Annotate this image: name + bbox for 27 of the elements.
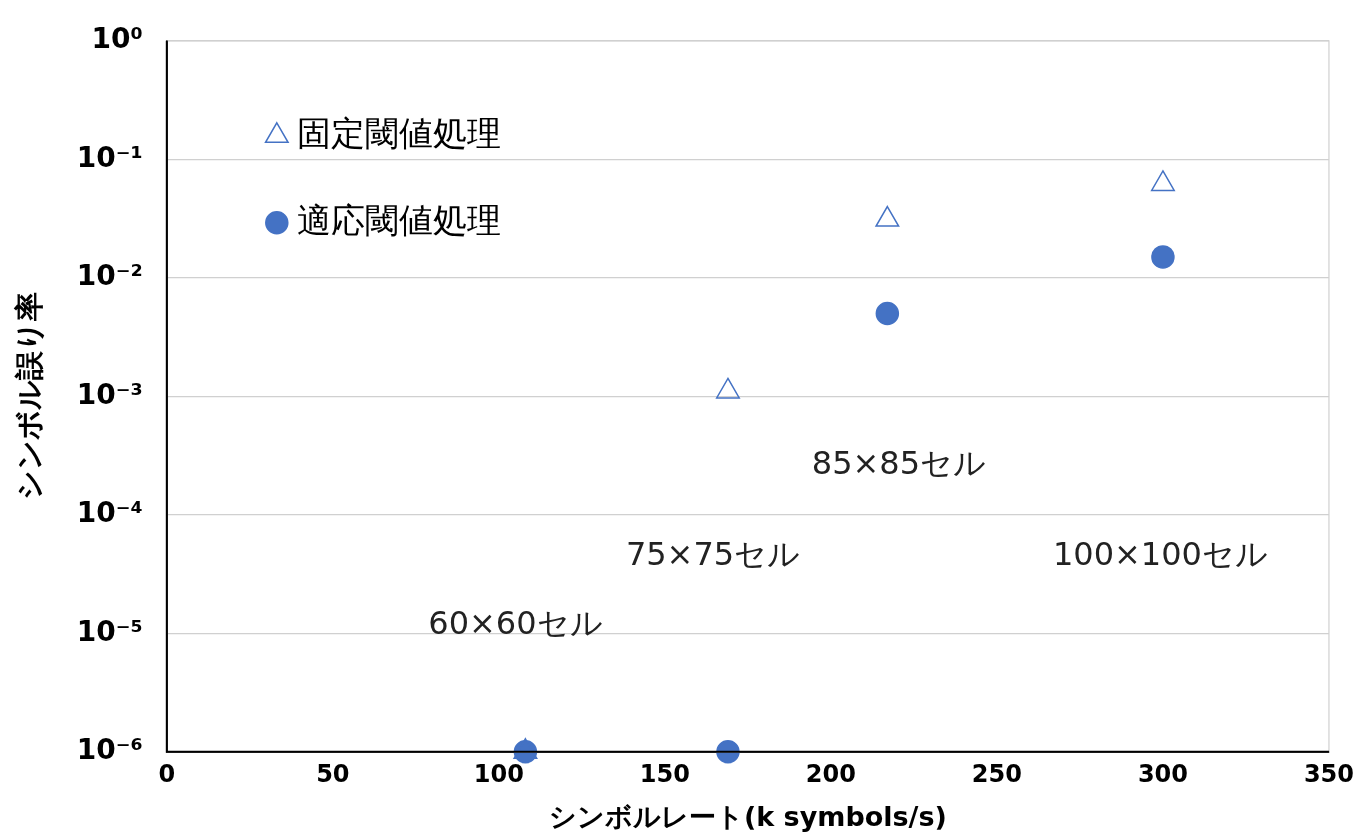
- y-tick-label: 10⁻⁶: [76, 733, 143, 767]
- x-tick-label: 250: [971, 760, 1022, 789]
- x-tick-label: 100: [473, 760, 524, 789]
- x-axis-title: シンボルレート(k symbols/s): [548, 800, 947, 832]
- x-tick-label: 50: [316, 760, 350, 789]
- x-tick-label: 350: [1303, 760, 1355, 789]
- annotation: 75×75セル: [625, 535, 801, 574]
- annotation: 100×100セル: [1052, 535, 1268, 574]
- annotation: 60×60セル: [428, 604, 603, 643]
- x-tick-label: 300: [1137, 760, 1188, 789]
- x-tick-label: 0: [158, 760, 176, 789]
- y-tick-label: 10⁻⁵: [76, 614, 143, 648]
- y-tick-label: 10⁻²: [76, 259, 143, 293]
- y-axis-title: シンボル誤り率: [11, 292, 46, 501]
- point: [1150, 170, 1175, 192]
- y-tick-label: 10⁻³: [76, 377, 143, 411]
- point: [875, 205, 900, 227]
- point: [715, 377, 740, 399]
- y-tick-label: 10⁻⁴: [76, 496, 143, 530]
- y-tick-label: 10⁰: [91, 22, 143, 56]
- x-tick-label: 200: [805, 760, 856, 789]
- x-tick-label: 150: [639, 760, 690, 789]
- point: [716, 740, 740, 764]
- legend-label: 固定閾値処理: [296, 112, 501, 153]
- annotation: 85×85セル: [811, 443, 987, 482]
- legend-label: 適応閾値処理: [296, 199, 501, 240]
- y-tick-label: 10⁻¹: [76, 140, 143, 174]
